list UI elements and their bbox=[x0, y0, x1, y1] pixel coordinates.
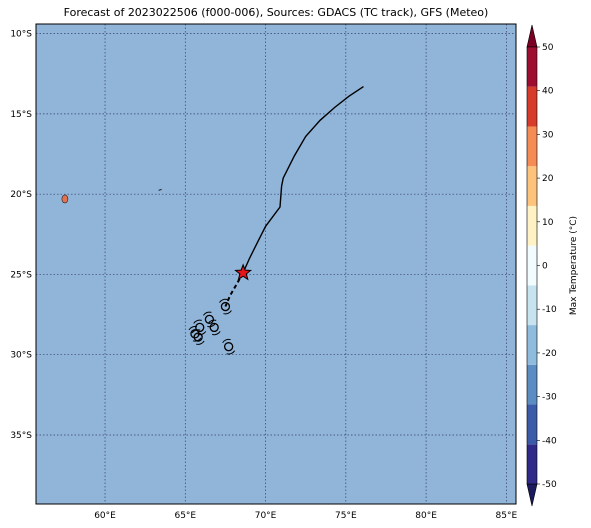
colorbar-bin bbox=[527, 126, 537, 167]
current-position-star-icon bbox=[234, 263, 253, 281]
cyclone-symbol-icon bbox=[191, 329, 205, 345]
map-frame bbox=[35, 23, 517, 505]
cyclone-symbol-arm bbox=[202, 311, 212, 316]
cyclone-symbol-icon bbox=[222, 338, 236, 355]
lon-tick-label: 85°E bbox=[496, 511, 518, 521]
cyclone-symbol-circle bbox=[223, 342, 234, 352]
colorbar-tick-label: 40 bbox=[542, 87, 554, 97]
lat-tick-label: 10°S bbox=[10, 30, 32, 40]
colorbar-tick-label: -30 bbox=[542, 393, 557, 403]
cyclone-symbol-circle bbox=[220, 301, 231, 312]
colorbar-over-extension bbox=[526, 24, 538, 48]
cyclone-symbol-arm bbox=[219, 298, 228, 303]
lat-tick-label: 20°S bbox=[10, 190, 32, 200]
axis-labels: 10°S 15°S 20°S 25°S 30°S 35°S 60°E 65°E 70°E 75°E… bbox=[10, 30, 517, 521]
figure-title: Forecast of 2023022506 (f000-006), Sourc… bbox=[63, 6, 489, 19]
cyclone-symbol-circle bbox=[193, 332, 203, 342]
lat-tick-label: 25°S bbox=[10, 270, 32, 280]
colorbar-tick-label: 30 bbox=[542, 130, 554, 140]
cyclone-symbol-icon bbox=[193, 319, 207, 336]
colorbar-bin bbox=[527, 245, 537, 286]
colorbar-bin bbox=[527, 47, 537, 87]
lat-tick-label: 30°S bbox=[10, 351, 32, 361]
colorbar-bin bbox=[527, 364, 537, 405]
cyclone-symbol-arm bbox=[226, 350, 236, 355]
colorbar-tick-label: -40 bbox=[542, 436, 557, 446]
colorbar-bin bbox=[527, 166, 537, 206]
cyclone-symbol-arm bbox=[207, 319, 217, 324]
lon-tick-label: 60°E bbox=[94, 511, 116, 521]
colorbar-tick-label: -20 bbox=[542, 349, 557, 359]
lat-tick-label: 15°S bbox=[10, 110, 32, 120]
colorbar-bin bbox=[527, 285, 537, 326]
colorbar-tick-label: 10 bbox=[542, 218, 554, 228]
colorbar-under-extension bbox=[526, 483, 538, 507]
colorbar-tick-label: 0 bbox=[542, 262, 548, 272]
track-past-line bbox=[242, 86, 364, 274]
colorbar-bin bbox=[527, 325, 537, 365]
lon-tick-label: 70°E bbox=[255, 511, 277, 521]
colorbar-tick-label: -50 bbox=[542, 480, 557, 490]
colorbar-bin bbox=[527, 444, 537, 484]
lat-tick-label: 35°S bbox=[10, 431, 32, 441]
map-area bbox=[36, 24, 516, 504]
cyclone-symbol-arm bbox=[223, 310, 232, 315]
cyclone-symbol-icon bbox=[207, 319, 221, 336]
cyclone-symbol-arm bbox=[212, 331, 221, 336]
cyclone-symbol-arm bbox=[193, 319, 202, 324]
cyclone-symbol-circle bbox=[209, 322, 219, 333]
ocean-background bbox=[36, 24, 516, 504]
colorbar-tick-label: 20 bbox=[542, 174, 554, 184]
colorbar-bin bbox=[527, 404, 537, 445]
grid-lines bbox=[35, 23, 517, 505]
colorbar-bin bbox=[527, 86, 537, 127]
colorbar-tick-label: -10 bbox=[542, 305, 557, 315]
cyclone-symbol-arm bbox=[222, 338, 231, 343]
cyclone-symbol-circle bbox=[204, 314, 215, 325]
tc-track bbox=[188, 86, 364, 355]
island-rodrigues bbox=[158, 188, 162, 191]
lon-tick-label: 75°E bbox=[335, 511, 357, 521]
cyclone-symbol-arm bbox=[197, 331, 207, 336]
colorbar: -50 -40 -30 -20 -10 0 10 20 30 40 50 Max Temperatur… bbox=[526, 24, 579, 507]
cyclone-symbol-arm bbox=[191, 329, 201, 334]
colorbar-tick-label: 50 bbox=[542, 43, 554, 53]
lon-tick-label: 80°E bbox=[415, 511, 437, 521]
cyclone-symbol-circle bbox=[195, 322, 205, 333]
cyclone-symbol-arm bbox=[195, 340, 205, 345]
colorbar-title: Max Temperature (°C) bbox=[569, 216, 579, 315]
cyclone-symbol-arm bbox=[188, 326, 198, 331]
cyclone-symbol-icon bbox=[219, 298, 232, 315]
lon-tick-label: 65°E bbox=[174, 511, 196, 521]
colorbar-bin bbox=[527, 205, 537, 246]
island-mauritius bbox=[61, 194, 69, 204]
